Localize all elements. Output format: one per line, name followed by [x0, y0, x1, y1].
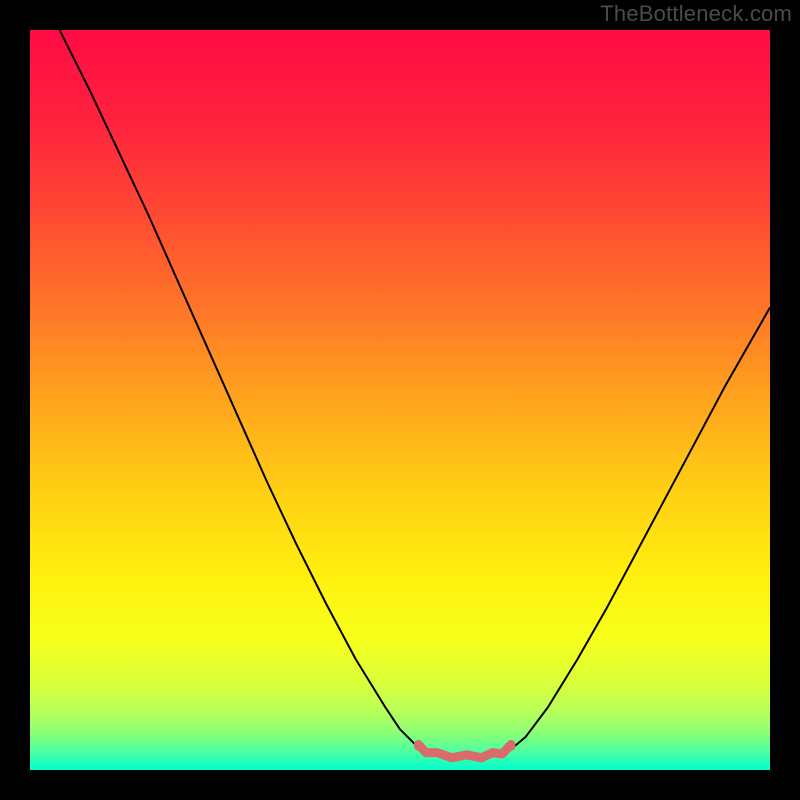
- watermark-text: TheBottleneck.com: [600, 0, 792, 28]
- gradient-background: [30, 30, 770, 770]
- optimal-zone-start-marker: [414, 742, 423, 751]
- chart-frame: TheBottleneck.com: [0, 0, 800, 800]
- bottleneck-chart: [0, 0, 800, 800]
- optimal-zone-end-marker: [507, 742, 516, 751]
